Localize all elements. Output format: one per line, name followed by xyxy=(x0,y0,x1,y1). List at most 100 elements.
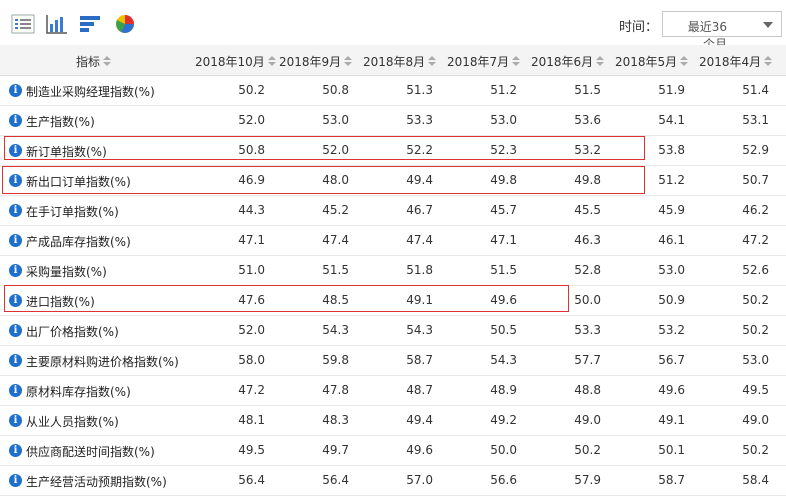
column-header-month[interactable]: 2018年8月 xyxy=(363,53,437,70)
indicator-name: 新出口订单指数(%) xyxy=(26,175,131,189)
sort-icon xyxy=(764,56,773,67)
table-cell: 54.1 xyxy=(658,113,685,127)
table-cell: 50.2 xyxy=(742,293,769,307)
table-cell: 53.0 xyxy=(490,113,517,127)
table-row: i 原材料库存指数(%) 47.2 47.8 48.7 48.9 48.8 49.6 49.5 xyxy=(0,375,786,406)
table-cell: 48.3 xyxy=(322,413,349,427)
info-icon[interactable]: i xyxy=(9,324,22,337)
info-icon[interactable]: i xyxy=(9,174,22,187)
table-cell: 49.5 xyxy=(238,443,265,457)
column-header-label: 2018年6月 xyxy=(531,55,594,69)
indicator-name: 制造业采购经理指数(%) xyxy=(26,85,155,99)
info-icon[interactable]: i xyxy=(9,414,22,427)
toolbar: 时间： 最近36个月 xyxy=(0,0,786,51)
table-cell: 51.5 xyxy=(322,263,349,277)
table-cell: 51.2 xyxy=(490,83,517,97)
column-header-month[interactable]: 2018年7月 xyxy=(447,53,521,70)
info-icon[interactable]: i xyxy=(9,354,22,367)
table-cell: 57.0 xyxy=(406,473,433,487)
table-cell: 46.1 xyxy=(658,233,685,247)
column-header-indicator[interactable]: 指标 xyxy=(76,53,112,70)
table-cell: 44.3 xyxy=(238,203,265,217)
indicator-name: 产成品库存指数(%) xyxy=(26,235,131,249)
table-cell: 51.0 xyxy=(238,263,265,277)
table-cell: 51.2 xyxy=(658,173,685,187)
indicator-name: 主要原材料购进价格指数(%) xyxy=(26,355,179,369)
column-header-month[interactable]: 2018年4月 xyxy=(699,53,773,70)
table-cell: 51.5 xyxy=(574,83,601,97)
table-cell: 54.3 xyxy=(490,353,517,367)
table-cell: 51.5 xyxy=(490,263,517,277)
table-cell: 50.2 xyxy=(742,323,769,337)
table-cell: 52.0 xyxy=(238,323,265,337)
column-header-label: 2018年8月 xyxy=(363,55,426,69)
pie-chart-icon[interactable] xyxy=(113,13,137,35)
table-cell: 53.3 xyxy=(406,113,433,127)
table-cell: 48.0 xyxy=(322,173,349,187)
column-header-month[interactable]: 2018年5月 xyxy=(615,53,689,70)
info-icon[interactable]: i xyxy=(9,234,22,247)
table-row: i 生产指数(%) 52.0 53.0 53.3 53.0 53.6 54.1 53.1 xyxy=(0,105,786,136)
indicator-name: 出厂价格指数(%) xyxy=(26,325,119,339)
table-cell: 56.4 xyxy=(238,473,265,487)
table-cell: 53.0 xyxy=(658,263,685,277)
column-header-month[interactable]: 2018年10月 xyxy=(195,53,276,70)
info-icon[interactable]: i xyxy=(9,474,22,487)
column-header-label: 2018年5月 xyxy=(615,55,678,69)
table-cell: 54.3 xyxy=(406,323,433,337)
table-cell: 47.2 xyxy=(742,233,769,247)
info-icon[interactable]: i xyxy=(9,84,22,97)
table-header: 指标 2018年10月 2018年9月 2018年8月 2018年7月 2018年6月 2… xyxy=(0,45,786,76)
time-label: 时间： xyxy=(619,20,659,35)
table-cell: 49.5 xyxy=(742,383,769,397)
table-cell: 52.6 xyxy=(742,263,769,277)
column-header-label: 2018年10月 xyxy=(195,55,265,69)
column-header-month[interactable]: 2018年9月 xyxy=(279,53,353,70)
table-cell: 49.8 xyxy=(574,173,601,187)
table-cell: 45.9 xyxy=(658,203,685,217)
info-icon[interactable]: i xyxy=(9,114,22,127)
chevron-down-icon xyxy=(763,22,773,28)
info-icon[interactable]: i xyxy=(9,444,22,457)
table-cell: 58.7 xyxy=(406,353,433,367)
info-icon[interactable]: i xyxy=(9,384,22,397)
sort-icon xyxy=(596,56,605,67)
table-cell: 51.9 xyxy=(658,83,685,97)
table-row: i 进口指数(%) 47.6 48.5 49.1 49.6 50.0 50.9 50.2 xyxy=(0,285,786,316)
column-header-month[interactable]: 2018年6月 xyxy=(531,53,605,70)
table-cell: 49.6 xyxy=(406,443,433,457)
sort-icon xyxy=(267,56,276,67)
table-cell: 45.2 xyxy=(322,203,349,217)
indicator-name: 生产经营活动预期指数(%) xyxy=(26,475,167,489)
indicator-name: 新订单指数(%) xyxy=(26,145,107,159)
table-cell: 53.0 xyxy=(742,353,769,367)
horizontal-bar-icon[interactable] xyxy=(79,13,103,35)
table-cell: 45.7 xyxy=(490,203,517,217)
time-range-select[interactable]: 最近36个月 xyxy=(662,11,782,51)
column-header-label: 2018年9月 xyxy=(279,55,342,69)
list-icon[interactable] xyxy=(11,13,35,35)
column-header-label: 2018年7月 xyxy=(447,55,510,69)
table-cell: 49.4 xyxy=(406,413,433,427)
info-icon[interactable]: i xyxy=(9,264,22,277)
table-cell: 47.1 xyxy=(238,233,265,247)
table-cell: 49.0 xyxy=(742,413,769,427)
table-row: i 新出口订单指数(%) 46.9 48.0 49.4 49.8 49.8 51.2 50.7 xyxy=(0,165,786,196)
info-icon[interactable]: i xyxy=(9,144,22,157)
table-cell: 50.2 xyxy=(742,443,769,457)
table-cell: 53.2 xyxy=(574,143,601,157)
table-cell: 50.9 xyxy=(658,293,685,307)
info-icon[interactable]: i xyxy=(9,204,22,217)
table-cell: 46.9 xyxy=(238,173,265,187)
table-cell: 56.6 xyxy=(490,473,517,487)
table-row: i 出厂价格指数(%) 52.0 54.3 54.3 50.5 53.3 53.2 50.2 xyxy=(0,315,786,346)
bar-chart-icon[interactable] xyxy=(45,13,69,35)
table-cell: 56.7 xyxy=(658,353,685,367)
info-icon[interactable]: i xyxy=(9,294,22,307)
table-row: i 新订单指数(%) 50.8 52.0 52.2 52.3 53.2 53.8 52.9 xyxy=(0,135,786,166)
table-cell: 52.2 xyxy=(406,143,433,157)
table-cell: 47.2 xyxy=(238,383,265,397)
sort-icon xyxy=(428,56,437,67)
table-row: i 供应商配送时间指数(%) 49.5 49.7 49.6 50.0 50.2 50.1 50.… xyxy=(0,435,786,466)
table-row: i 主要原材料购进价格指数(%) 58.0 59.8 58.7 54.3 57.7 56.7 5… xyxy=(0,345,786,376)
